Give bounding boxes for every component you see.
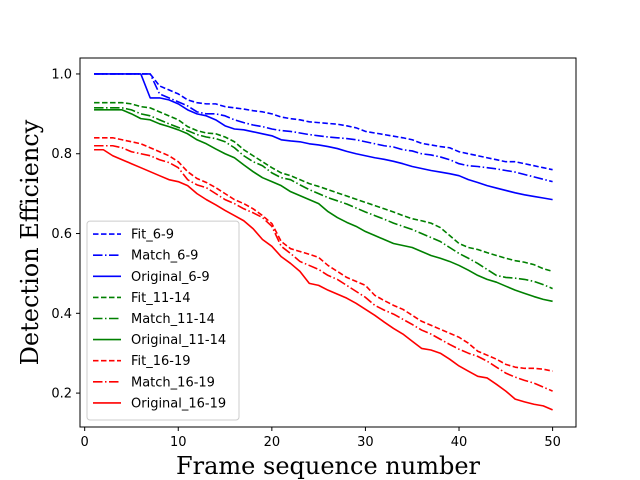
series-line-3	[94, 73, 553, 201]
legend-label-1: Fit_6-9	[131, 228, 174, 243]
x-tick-label: 50	[544, 435, 561, 450]
legend-label-8: Match_16-19	[131, 375, 215, 390]
y-axis-title: Detection Efficiency	[16, 119, 44, 365]
series-line-8	[94, 144, 553, 392]
y-tick-label: 0.6	[51, 227, 72, 242]
x-axis: 0 10 20 30 40 50	[81, 427, 561, 450]
x-tick-label: 0	[81, 435, 89, 450]
legend-label-6: Original_11-14	[131, 333, 226, 348]
series-line-4	[94, 101, 553, 273]
legend-label-3: Original_6-9	[131, 270, 210, 285]
x-tick-label: 20	[264, 435, 281, 450]
x-tick-label: 10	[170, 435, 187, 450]
legend-label-9: Original_16-19	[131, 396, 226, 411]
series-line-1	[94, 73, 553, 171]
y-tick-label: 0.8	[51, 147, 72, 162]
y-tick-label: 1.0	[51, 67, 72, 82]
y-tick-label: 0.2	[51, 387, 72, 402]
legend-label-5: Match_11-14	[131, 312, 215, 327]
series-line-5	[94, 107, 553, 290]
x-tick-label: 40	[451, 435, 468, 450]
x-axis-title: Frame sequence number	[176, 452, 481, 480]
x-tick-label: 30	[357, 435, 374, 450]
series-line-2	[94, 73, 553, 183]
series-line-9	[94, 148, 553, 411]
legend-label-7: Fit_16-19	[131, 354, 191, 369]
series-line-6	[94, 109, 553, 303]
legend: Fit_6-9 Match_6-9 Original_6-9 Fit_11-14 Mat…	[86, 220, 240, 421]
plot-frame	[79, 57, 577, 428]
y-axis: 0.2 0.4 0.6 0.8 1.0	[51, 67, 80, 402]
series-layer	[94, 73, 553, 411]
legend-label-2: Match_6-9	[131, 249, 198, 264]
legend-label-4: Fit_11-14	[131, 291, 191, 306]
y-tick-label: 0.4	[51, 307, 72, 322]
legend-box	[86, 220, 240, 421]
